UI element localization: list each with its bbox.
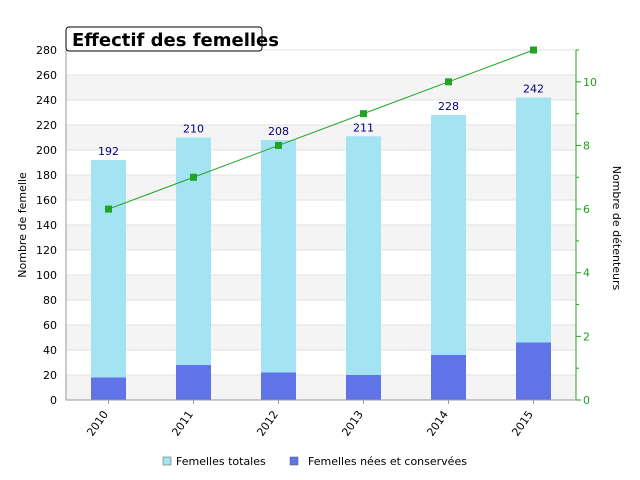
grid-band — [66, 50, 576, 75]
y-tick-label-left: 180 — [36, 169, 57, 182]
y-tick-label-left: 280 — [36, 44, 57, 57]
y-tick-label-left: 60 — [43, 319, 57, 332]
detenteurs-point-2011 — [190, 173, 197, 181]
bar-conservees-2013 — [346, 375, 381, 400]
grid-band — [66, 200, 576, 225]
grid-band — [66, 325, 576, 350]
bars — [91, 97, 551, 400]
grid-band — [66, 125, 576, 150]
data-label-2011: 210 — [183, 123, 204, 136]
title-box — [65, 26, 263, 52]
grid-band — [66, 150, 576, 175]
y-tick-label-left: 40 — [43, 344, 57, 357]
y-tick-label-right: 8 — [583, 139, 590, 152]
detenteurs-line — [108, 49, 534, 210]
bar-conservees-2012 — [261, 372, 296, 400]
bar-conservees-2010 — [91, 377, 126, 400]
y-tick-label-left: 80 — [43, 294, 57, 307]
y-tick-label-left: 260 — [36, 69, 57, 82]
axes: 0 20 40 60 80 100 120 140 160 180 200 220 240 260 280 0… — [36, 44, 597, 439]
x-tick-label-2014: 2014 — [424, 408, 451, 438]
detenteurs-point-2010 — [105, 205, 112, 213]
line-series — [105, 46, 537, 213]
y-tick-label-left: 220 — [36, 119, 57, 132]
grid-band — [66, 250, 576, 275]
bar-conservees-2015 — [516, 342, 551, 400]
y-tick-label-left: 160 — [36, 194, 57, 207]
detenteurs-point-2014 — [445, 78, 452, 86]
x-tick-label-2010: 2010 — [84, 408, 111, 438]
grid-band — [66, 100, 576, 125]
x-tick-label-2012: 2012 — [254, 408, 281, 438]
bar-conservees-2014 — [431, 355, 466, 400]
legend-label-totales: Femelles totales — [176, 455, 266, 468]
y-tick-label-left: 200 — [36, 144, 57, 157]
y-tick-label-left: 20 — [43, 369, 57, 382]
detenteurs-point-2015 — [530, 46, 537, 54]
y-axis-label-right: Nombre de détenteurs — [610, 166, 623, 291]
x-tick-label-2015: 2015 — [509, 408, 536, 438]
y-tick-label-right: 0 — [583, 394, 590, 407]
y-tick-label-left: 140 — [36, 219, 57, 232]
legend-swatch-totales — [162, 456, 172, 466]
y-axis-label-left: Nombre de femelle — [16, 172, 29, 278]
y-tick-label-right: 4 — [583, 267, 590, 280]
grid-band — [66, 175, 576, 200]
bar-totales-2012 — [261, 140, 296, 400]
data-label-2012: 208 — [268, 125, 289, 138]
x-tick-label-2011: 2011 — [169, 408, 196, 438]
bar-totales-2014 — [431, 115, 466, 400]
title-text: Effectif des femelles — [72, 30, 279, 51]
grid-band — [66, 225, 576, 250]
data-label-2015: 242 — [523, 83, 544, 96]
grid-band — [66, 350, 576, 375]
grid-band — [66, 275, 576, 300]
data-labels: 192 210 208 211 228 242 — [98, 83, 544, 159]
grid-band — [66, 375, 576, 400]
y-tick-label-left: 100 — [36, 269, 57, 282]
x-tick-label-2013: 2013 — [339, 408, 366, 438]
y-tick-label-right: 10 — [583, 76, 597, 89]
bar-conservees-2011 — [176, 365, 211, 400]
grid-bands — [66, 49, 576, 401]
detenteurs-point-2013 — [360, 110, 367, 118]
legend: Femelles totales Femelles nées et conser… — [162, 455, 467, 468]
detenteurs-point-2012 — [275, 141, 282, 149]
data-label-2010: 192 — [98, 145, 119, 158]
bar-totales-2010 — [91, 160, 126, 400]
y-tick-label-right: 2 — [583, 330, 590, 343]
grid-band — [66, 300, 576, 325]
legend-label-conservees: Femelles nées et conservées — [308, 455, 467, 468]
chart-title: Effectif des femelles — [65, 26, 279, 52]
bar-totales-2013 — [346, 136, 381, 400]
y-tick-label-left: 240 — [36, 94, 57, 107]
y-tick-label-left: 0 — [50, 394, 57, 407]
y-tick-label-left: 120 — [36, 244, 57, 257]
grid-band — [66, 75, 576, 100]
data-label-2014: 228 — [438, 100, 459, 113]
legend-swatch-conservees — [289, 456, 299, 466]
y-tick-label-right: 6 — [583, 203, 590, 216]
data-label-2013: 211 — [353, 121, 374, 134]
